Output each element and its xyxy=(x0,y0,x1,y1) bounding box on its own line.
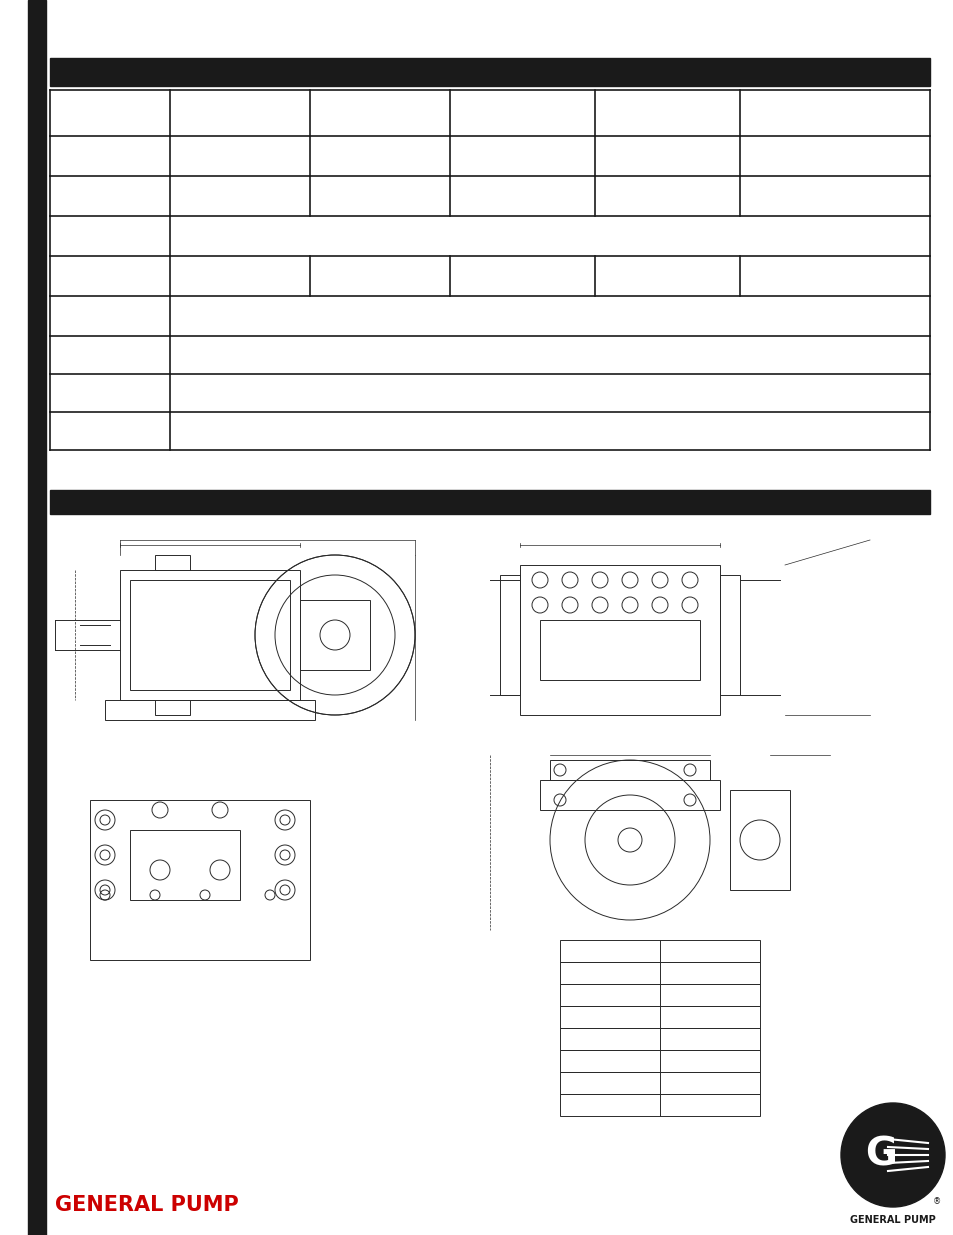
Bar xyxy=(28,0,46,1235)
Bar xyxy=(539,781,720,810)
Bar xyxy=(50,58,929,86)
Bar xyxy=(559,1050,760,1072)
Bar xyxy=(130,830,240,900)
Bar xyxy=(559,1007,760,1028)
Text: GENERAL PUMP: GENERAL PUMP xyxy=(55,1195,238,1215)
Bar xyxy=(90,800,310,960)
Bar xyxy=(154,700,190,715)
Bar xyxy=(729,790,789,890)
Bar xyxy=(550,760,709,781)
Bar xyxy=(519,564,720,715)
Bar xyxy=(559,1028,760,1050)
Bar xyxy=(559,940,760,962)
Circle shape xyxy=(841,1103,944,1207)
Bar xyxy=(154,555,190,571)
Bar xyxy=(559,1094,760,1116)
Bar xyxy=(559,1072,760,1094)
Bar xyxy=(559,984,760,1007)
Bar xyxy=(720,576,740,695)
Bar xyxy=(105,700,314,720)
Text: ®: ® xyxy=(932,1198,941,1207)
Bar xyxy=(299,600,370,671)
Bar xyxy=(130,580,290,690)
Bar xyxy=(50,490,929,514)
Bar xyxy=(120,571,299,700)
Text: G: G xyxy=(864,1136,896,1174)
Bar xyxy=(499,576,519,695)
Text: GENERAL PUMP: GENERAL PUMP xyxy=(849,1215,935,1225)
Bar xyxy=(559,962,760,984)
Bar xyxy=(539,620,700,680)
